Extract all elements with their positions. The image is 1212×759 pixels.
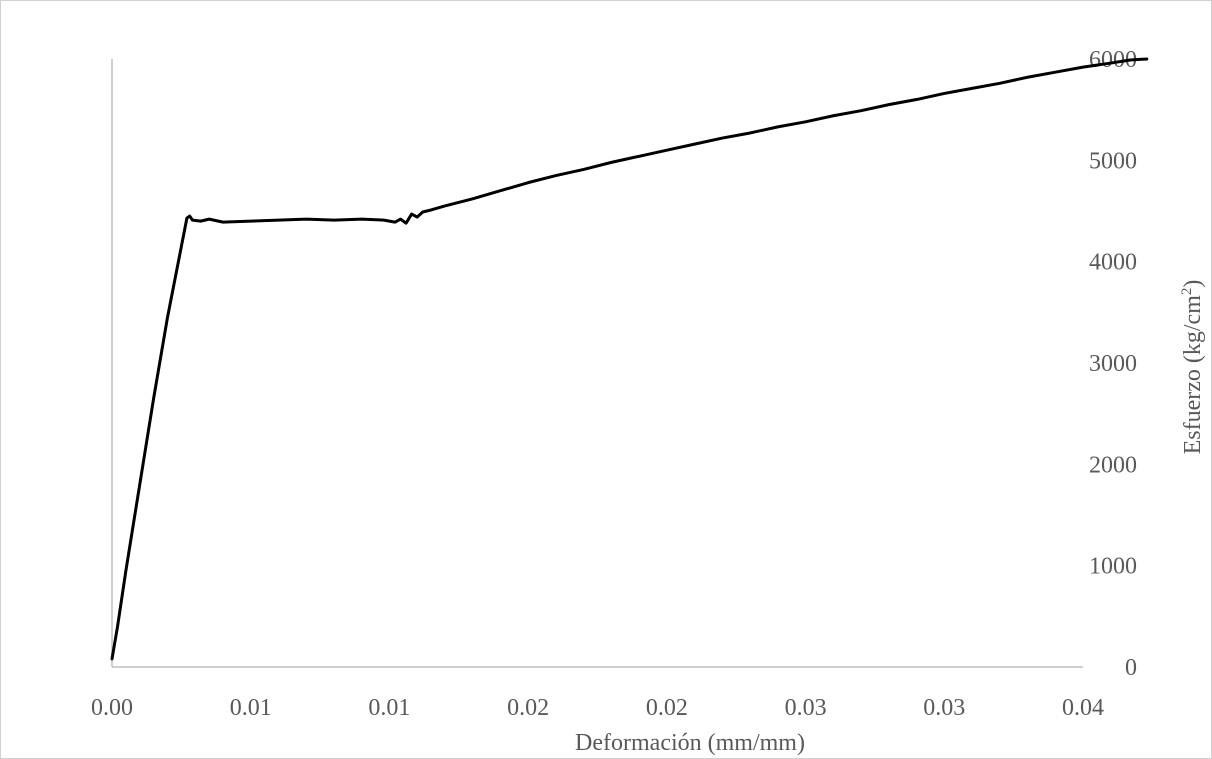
x-tick-labels: 0.00 0.01 0.01 0.02 0.02 0.03 0.03 0.04 [91,695,1104,721]
x-tick-label: 0.01 [368,695,410,721]
y-tick-label: 4000 [1089,250,1137,276]
y-tick-label: 2000 [1089,452,1137,478]
y-axis-title: Esfuerzo (kg/cm2) [1179,280,1206,455]
series-line [110,57,1149,661]
x-tick-label: 0.04 [1062,695,1104,721]
y-tick-label: 1000 [1089,554,1137,580]
series-layer [110,57,1149,661]
y-axis-title-close: ) [1180,280,1206,288]
y-tick-label: 3000 [1089,351,1137,377]
y-tick-label: 5000 [1089,148,1137,174]
x-tick-label: 0.03 [785,695,827,721]
x-tick-label: 0.02 [646,695,688,721]
x-tick-label: 0.02 [507,695,549,721]
x-axis-title: Deformación (mm/mm) [575,730,805,756]
y-axis-title-main: Esfuerzo (kg/cm [1180,295,1206,455]
x-tick-label: 0.01 [230,695,272,721]
x-tick-label: 0.00 [91,695,133,721]
y-tick-label: 0 [1125,655,1137,681]
x-tick-label: 0.03 [923,695,965,721]
y-axis-title-superscript: 2 [1179,288,1195,296]
